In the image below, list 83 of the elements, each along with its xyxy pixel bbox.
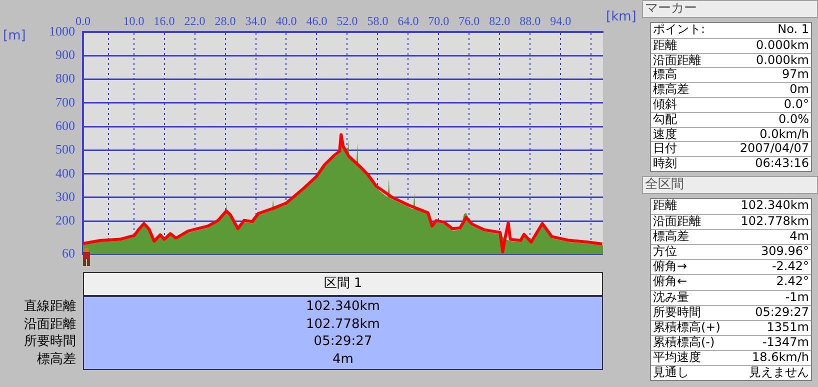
- text: 0m: [790, 82, 809, 97]
- text: 4m: [332, 350, 354, 368]
- text: 18.6km/h: [752, 350, 809, 366]
- text: 102.778km: [305, 316, 381, 332]
- x-tick-label: 28.0: [214, 14, 236, 28]
- x-tick-label: 10.0: [123, 14, 144, 28]
- text: 102.340km: [305, 298, 381, 315]
- text: -1347m: [762, 334, 809, 350]
- x-tick-label: 52.0: [336, 14, 358, 28]
- text: 0.000km: [756, 38, 809, 53]
- text: 沈み量: [653, 290, 689, 305]
- text: 直線距離: [24, 298, 76, 315]
- text: 0.000km: [756, 52, 809, 68]
- text: 309.96°: [761, 244, 809, 260]
- y-tick-label: 60: [62, 246, 75, 261]
- text: 97m: [782, 67, 809, 82]
- x-tick-label: 16.0: [154, 14, 175, 28]
- x-tick-label: 22.0: [184, 14, 206, 28]
- text: 方位: [653, 244, 677, 260]
- x-tick-label: 0.0: [76, 14, 90, 28]
- x-tick-label: 34.0: [245, 14, 266, 28]
- text: 全区間: [642, 176, 818, 194]
- text: 所要時間: [24, 333, 76, 350]
- text: 05:29:27: [755, 304, 809, 320]
- y-tick-label: 700: [56, 94, 75, 110]
- text: 傾斜: [653, 96, 677, 112]
- text: 標高差: [37, 350, 76, 368]
- text: 沿面距離: [653, 214, 701, 230]
- y-tick-label: 1000: [49, 23, 75, 38]
- text: 沿面距離: [24, 316, 76, 332]
- text: No. 1: [778, 22, 809, 38]
- x-tick-label: 94.0: [550, 14, 572, 28]
- text: 累積標高(-): [653, 334, 715, 350]
- text: -2.42°: [772, 259, 809, 274]
- text: 累積標高(+): [653, 320, 720, 335]
- y-tick-label: 500: [56, 142, 75, 157]
- text: -1m: [785, 290, 809, 305]
- y-tick-label: 400: [56, 165, 75, 180]
- text: 2007/04/07: [740, 141, 809, 156]
- text: 距離: [653, 198, 677, 214]
- y-tick-label: 800: [56, 70, 75, 86]
- text: マーカー: [642, 0, 818, 18]
- text: 4m: [790, 229, 809, 244]
- text: ポイント:: [653, 22, 706, 38]
- text: 沿面距離: [653, 52, 701, 68]
- x-tick-label: 70.0: [428, 14, 450, 28]
- text: 速度: [653, 126, 677, 142]
- text: 距離: [653, 38, 677, 53]
- text: 見通し: [653, 365, 689, 380]
- x-tick-label: 64.0: [398, 14, 419, 28]
- text: 102.778km: [740, 214, 809, 230]
- text: 俯角→: [653, 259, 688, 274]
- text: 0.0%: [778, 112, 809, 127]
- text: 日付: [653, 141, 677, 156]
- text: 時刻: [653, 156, 677, 171]
- x-tick-label: 88.0: [520, 14, 541, 28]
- x-tick-label: 82.0: [489, 14, 510, 28]
- text: 俯角←: [653, 274, 688, 290]
- text: 所要時間: [653, 304, 701, 320]
- x-tick-label: 58.0: [367, 14, 388, 28]
- x-tick-label: 40.0: [276, 14, 297, 28]
- text: 標高差: [653, 229, 689, 244]
- text: 102.340km: [740, 198, 809, 214]
- text: 06:43:16: [755, 156, 809, 171]
- text: 区間 1: [83, 272, 603, 296]
- x-tick-label: 76.0: [458, 14, 480, 28]
- text: 平均速度: [653, 350, 701, 366]
- text: 勾配: [653, 112, 677, 127]
- x-axis-title: [km]: [606, 9, 636, 24]
- text: 05:29:27: [312, 333, 374, 350]
- y-tick-label: 300: [56, 188, 75, 204]
- text: 0.0km/h: [760, 126, 809, 142]
- text: 標高差: [653, 82, 689, 97]
- text: 1351m: [766, 320, 809, 335]
- x-tick-label: 46.0: [306, 14, 328, 28]
- y-tick-label: 600: [56, 118, 75, 133]
- text: 見えません: [749, 365, 809, 380]
- text: 標高: [653, 67, 677, 82]
- text: 0.0°: [784, 96, 809, 112]
- y-tick-label: 200: [56, 212, 75, 228]
- y-tick-label: 900: [56, 47, 75, 62]
- y-axis-title: [m]: [3, 28, 26, 44]
- text: 2.42°: [776, 274, 809, 290]
